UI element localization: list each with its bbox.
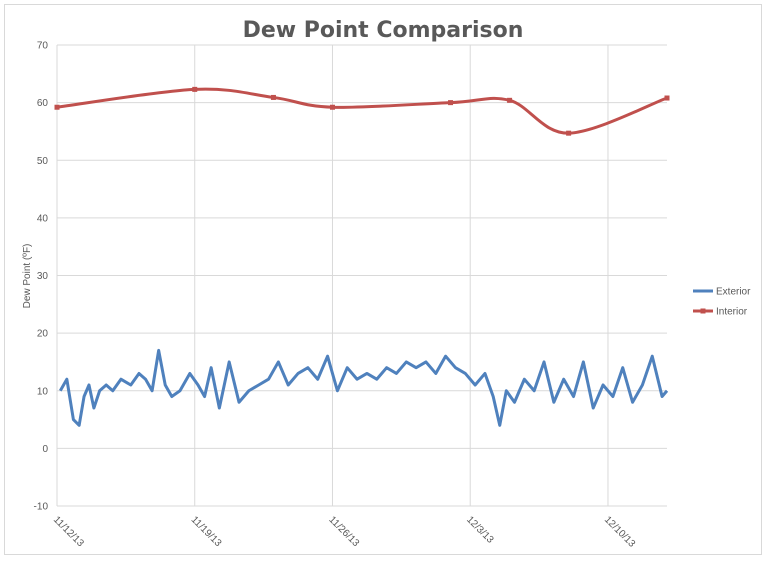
legend: Exterior Interior xyxy=(693,287,751,318)
interior-series-line xyxy=(56,87,668,135)
y-tick-label: 40 xyxy=(37,213,49,224)
y-tick-label: 70 xyxy=(37,41,49,52)
y-tick-label: -10 xyxy=(34,502,49,513)
y-tick-label: 60 xyxy=(37,98,49,109)
interior-data-point xyxy=(270,94,276,100)
legend-label-exterior: Exterior xyxy=(716,287,751,298)
y-tick-label: 10 xyxy=(37,386,49,397)
y-axis-label: Dew Point (ºF) xyxy=(22,244,33,309)
x-tick-label: 11/19/13 xyxy=(189,514,224,549)
interior-data-point xyxy=(566,130,572,136)
x-tick-label: 12/3/13 xyxy=(464,514,496,546)
exterior-series-line xyxy=(58,348,669,427)
y-tick-label: 50 xyxy=(37,156,49,167)
x-tick-labels: 11/12/13 11/19/13 11/26/13 12/3/13 12/10/13 xyxy=(51,514,638,550)
interior-data-point xyxy=(329,104,335,110)
interior-data-point xyxy=(664,95,670,101)
chart-title: Dew Point Comparison xyxy=(243,18,524,43)
interior-data-point xyxy=(54,104,60,110)
gridlines xyxy=(56,44,667,507)
y-tick-labels: -10 0 10 20 30 40 50 60 70 xyxy=(34,41,49,513)
interior-data-point xyxy=(507,97,513,103)
x-tick-label: 11/26/13 xyxy=(326,514,361,549)
series-lines xyxy=(54,86,670,427)
y-tick-label: 30 xyxy=(37,271,49,282)
y-tick-label: 20 xyxy=(37,329,49,340)
interior-data-point xyxy=(192,86,198,92)
interior-data-point xyxy=(448,100,454,106)
y-tick-label: 0 xyxy=(42,444,48,455)
x-tick-label: 12/10/13 xyxy=(602,514,638,550)
legend-marker-interior xyxy=(700,308,706,314)
x-tick-label: 11/12/13 xyxy=(51,514,86,549)
legend-label-interior: Interior xyxy=(716,307,748,318)
